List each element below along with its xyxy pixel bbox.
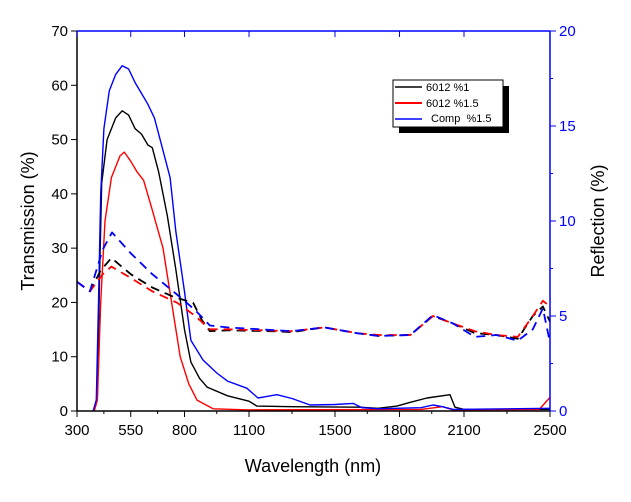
series-line-transmission-0 (93, 110, 550, 412)
x-tick-label: 2500 (533, 422, 566, 439)
legend-label-comp-1-5: Comp %1.5 (431, 113, 492, 125)
y-axis-label: Transmission (%) (18, 151, 38, 290)
series-line-reflection-4 (76, 265, 551, 338)
y2-tick-label: 10 (559, 213, 576, 230)
y2-tick-label: 0 (559, 403, 567, 420)
axes-layer: 300 550 800 1100 1500 1800 2100 250001020304050… (51, 23, 575, 439)
x-tick-label: 1500 (318, 422, 351, 439)
y-tick-label: 20 (51, 294, 68, 311)
x-tick-label: 1100 (233, 422, 265, 439)
series-layer (76, 65, 551, 412)
y-tick-label: 70 (51, 23, 68, 40)
x-tick-label: 300 (64, 422, 89, 439)
x-tick-label: 1800 (383, 422, 416, 439)
series-line-transmission-1 (93, 151, 551, 412)
legend-label-6012-1-5: 6012 %1.5 (426, 98, 479, 110)
legend: 6012 %1 6012 %1.5 Comp %1.5 (392, 79, 509, 133)
series-line-transmission-2 (92, 65, 551, 412)
series-line-reflection-3 (76, 257, 551, 340)
y-tick-label: 40 (51, 186, 68, 203)
y2-tick-label: 20 (559, 23, 576, 40)
y2-tick-label: 5 (559, 308, 567, 325)
y-tick-label: 0 (60, 403, 68, 420)
x-tick-label: 550 (118, 422, 143, 439)
x-axis-label: Wavelength (nm) (245, 456, 381, 476)
y-tick-label: 10 (51, 349, 68, 366)
x-tick-label: 2100 (447, 422, 480, 439)
y-tick-label: 60 (51, 77, 68, 94)
y-tick-label: 30 (51, 240, 68, 257)
y-tick-label: 50 (51, 132, 68, 149)
legend-label-6012-1: 6012 %1 (426, 82, 469, 94)
series-line-reflection-5 (76, 231, 551, 343)
y2-tick-label: 15 (559, 118, 576, 135)
x-tick-label: 800 (172, 422, 197, 439)
y2-axis-label: Reflection (%) (588, 164, 608, 277)
